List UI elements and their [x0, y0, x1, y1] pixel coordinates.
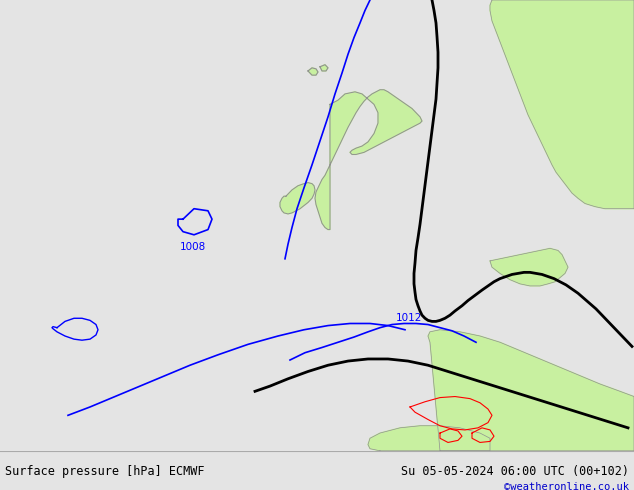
Text: 1008: 1008 [180, 243, 206, 252]
Text: 1012: 1012 [396, 314, 422, 323]
Polygon shape [428, 330, 634, 451]
Text: Surface pressure [hPa] ECMWF: Surface pressure [hPa] ECMWF [5, 465, 205, 478]
Polygon shape [490, 248, 568, 286]
Text: ©weatheronline.co.uk: ©weatheronline.co.uk [504, 482, 629, 490]
Polygon shape [308, 68, 318, 75]
Text: Su 05-05-2024 06:00 UTC (00+102): Su 05-05-2024 06:00 UTC (00+102) [401, 465, 629, 478]
Polygon shape [368, 426, 490, 451]
Polygon shape [490, 0, 634, 209]
Polygon shape [320, 65, 328, 71]
Polygon shape [280, 183, 315, 214]
Polygon shape [315, 90, 422, 230]
